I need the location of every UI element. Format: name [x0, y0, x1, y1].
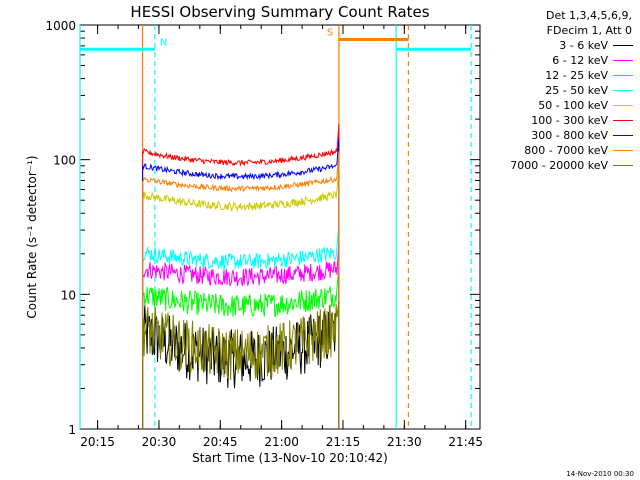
series-line: [142, 224, 340, 430]
x-tick-label: 21:15: [326, 435, 361, 449]
x-tick-label: 21:30: [387, 435, 422, 449]
series-line: [142, 300, 340, 430]
legend-entry-label: 300 - 800 keV: [531, 129, 608, 142]
x-tick-label: 21:45: [448, 435, 483, 449]
legend-entry: 50 - 100 keV: [480, 98, 636, 113]
y-tick-label: 1000: [45, 19, 76, 33]
legend-entry-swatch: [613, 60, 633, 61]
legend-entry-swatch: [613, 135, 633, 136]
legend-entry-label: 25 - 50 keV: [545, 84, 608, 97]
legend-entry: 12 - 25 keV: [480, 68, 636, 83]
series-line: [142, 138, 340, 430]
legend-entry: 300 - 800 keV: [480, 128, 636, 143]
flag-bar-label: N: [160, 37, 167, 48]
legend-entry-label: 12 - 25 keV: [545, 69, 608, 82]
chart-title: HESSI Observing Summary Count Rates: [130, 3, 429, 21]
y-axis-label: Count Rate (s⁻¹ detector⁻¹): [25, 155, 39, 318]
legend-entry-label: 3 - 6 keV: [559, 39, 608, 52]
legend-entry-swatch: [613, 120, 633, 121]
y-tick-label: 100: [53, 154, 76, 168]
legend-entry-swatch: [613, 45, 633, 46]
legend-entry-swatch: [613, 150, 633, 151]
series-line: [142, 266, 340, 430]
legend: Det 1,3,4,5,6,9, FDecim 1, Att 0 3 - 6 k…: [480, 8, 636, 173]
legend-entry-swatch: [613, 90, 633, 91]
legend-header-decimation: FDecim 1, Att 0: [546, 24, 632, 37]
plot-frame: [79, 24, 481, 430]
legend-entry-label: 100 - 300 keV: [531, 114, 608, 127]
x-tick-label: 20:30: [142, 435, 177, 449]
plot-timestamp: 14-Nov-2010 00:30: [566, 470, 634, 478]
series-line: [142, 304, 340, 430]
x-tick-label: 20:45: [203, 435, 238, 449]
legend-entry-swatch: [613, 165, 633, 166]
legend-entry: 800 - 7000 keV: [480, 143, 636, 158]
legend-entry-label: 6 - 12 keV: [552, 54, 608, 67]
legend-entry: 7000 - 20000 keV: [480, 158, 636, 173]
legend-entry: 6 - 12 keV: [480, 53, 636, 68]
flag-bar-label: S: [327, 28, 333, 39]
legend-entry-label: 800 - 7000 keV: [524, 144, 608, 157]
legend-entry: 100 - 300 keV: [480, 113, 636, 128]
legend-entry-label: 7000 - 20000 keV: [510, 159, 608, 172]
legend-entry-swatch: [613, 105, 633, 106]
x-tick-label: 21:00: [264, 435, 299, 449]
series-line: [142, 241, 340, 430]
legend-entry: 25 - 50 keV: [480, 83, 636, 98]
x-tick-label: 20:15: [80, 435, 115, 449]
y-tick-label: 10: [61, 288, 76, 302]
legend-entry: 3 - 6 keV: [480, 38, 636, 53]
y-tick-label: 1: [68, 423, 76, 437]
x-axis-label: Start Time (13-Nov-10 20:10:42): [192, 451, 388, 465]
series-line: [142, 123, 340, 430]
series-line: [142, 151, 340, 430]
series-line: [142, 167, 340, 430]
legend-entry-label: 50 - 100 keV: [538, 99, 608, 112]
legend-header-detectors: Det 1,3,4,5,6,9,: [545, 9, 632, 22]
legend-entry-swatch: [613, 75, 633, 76]
